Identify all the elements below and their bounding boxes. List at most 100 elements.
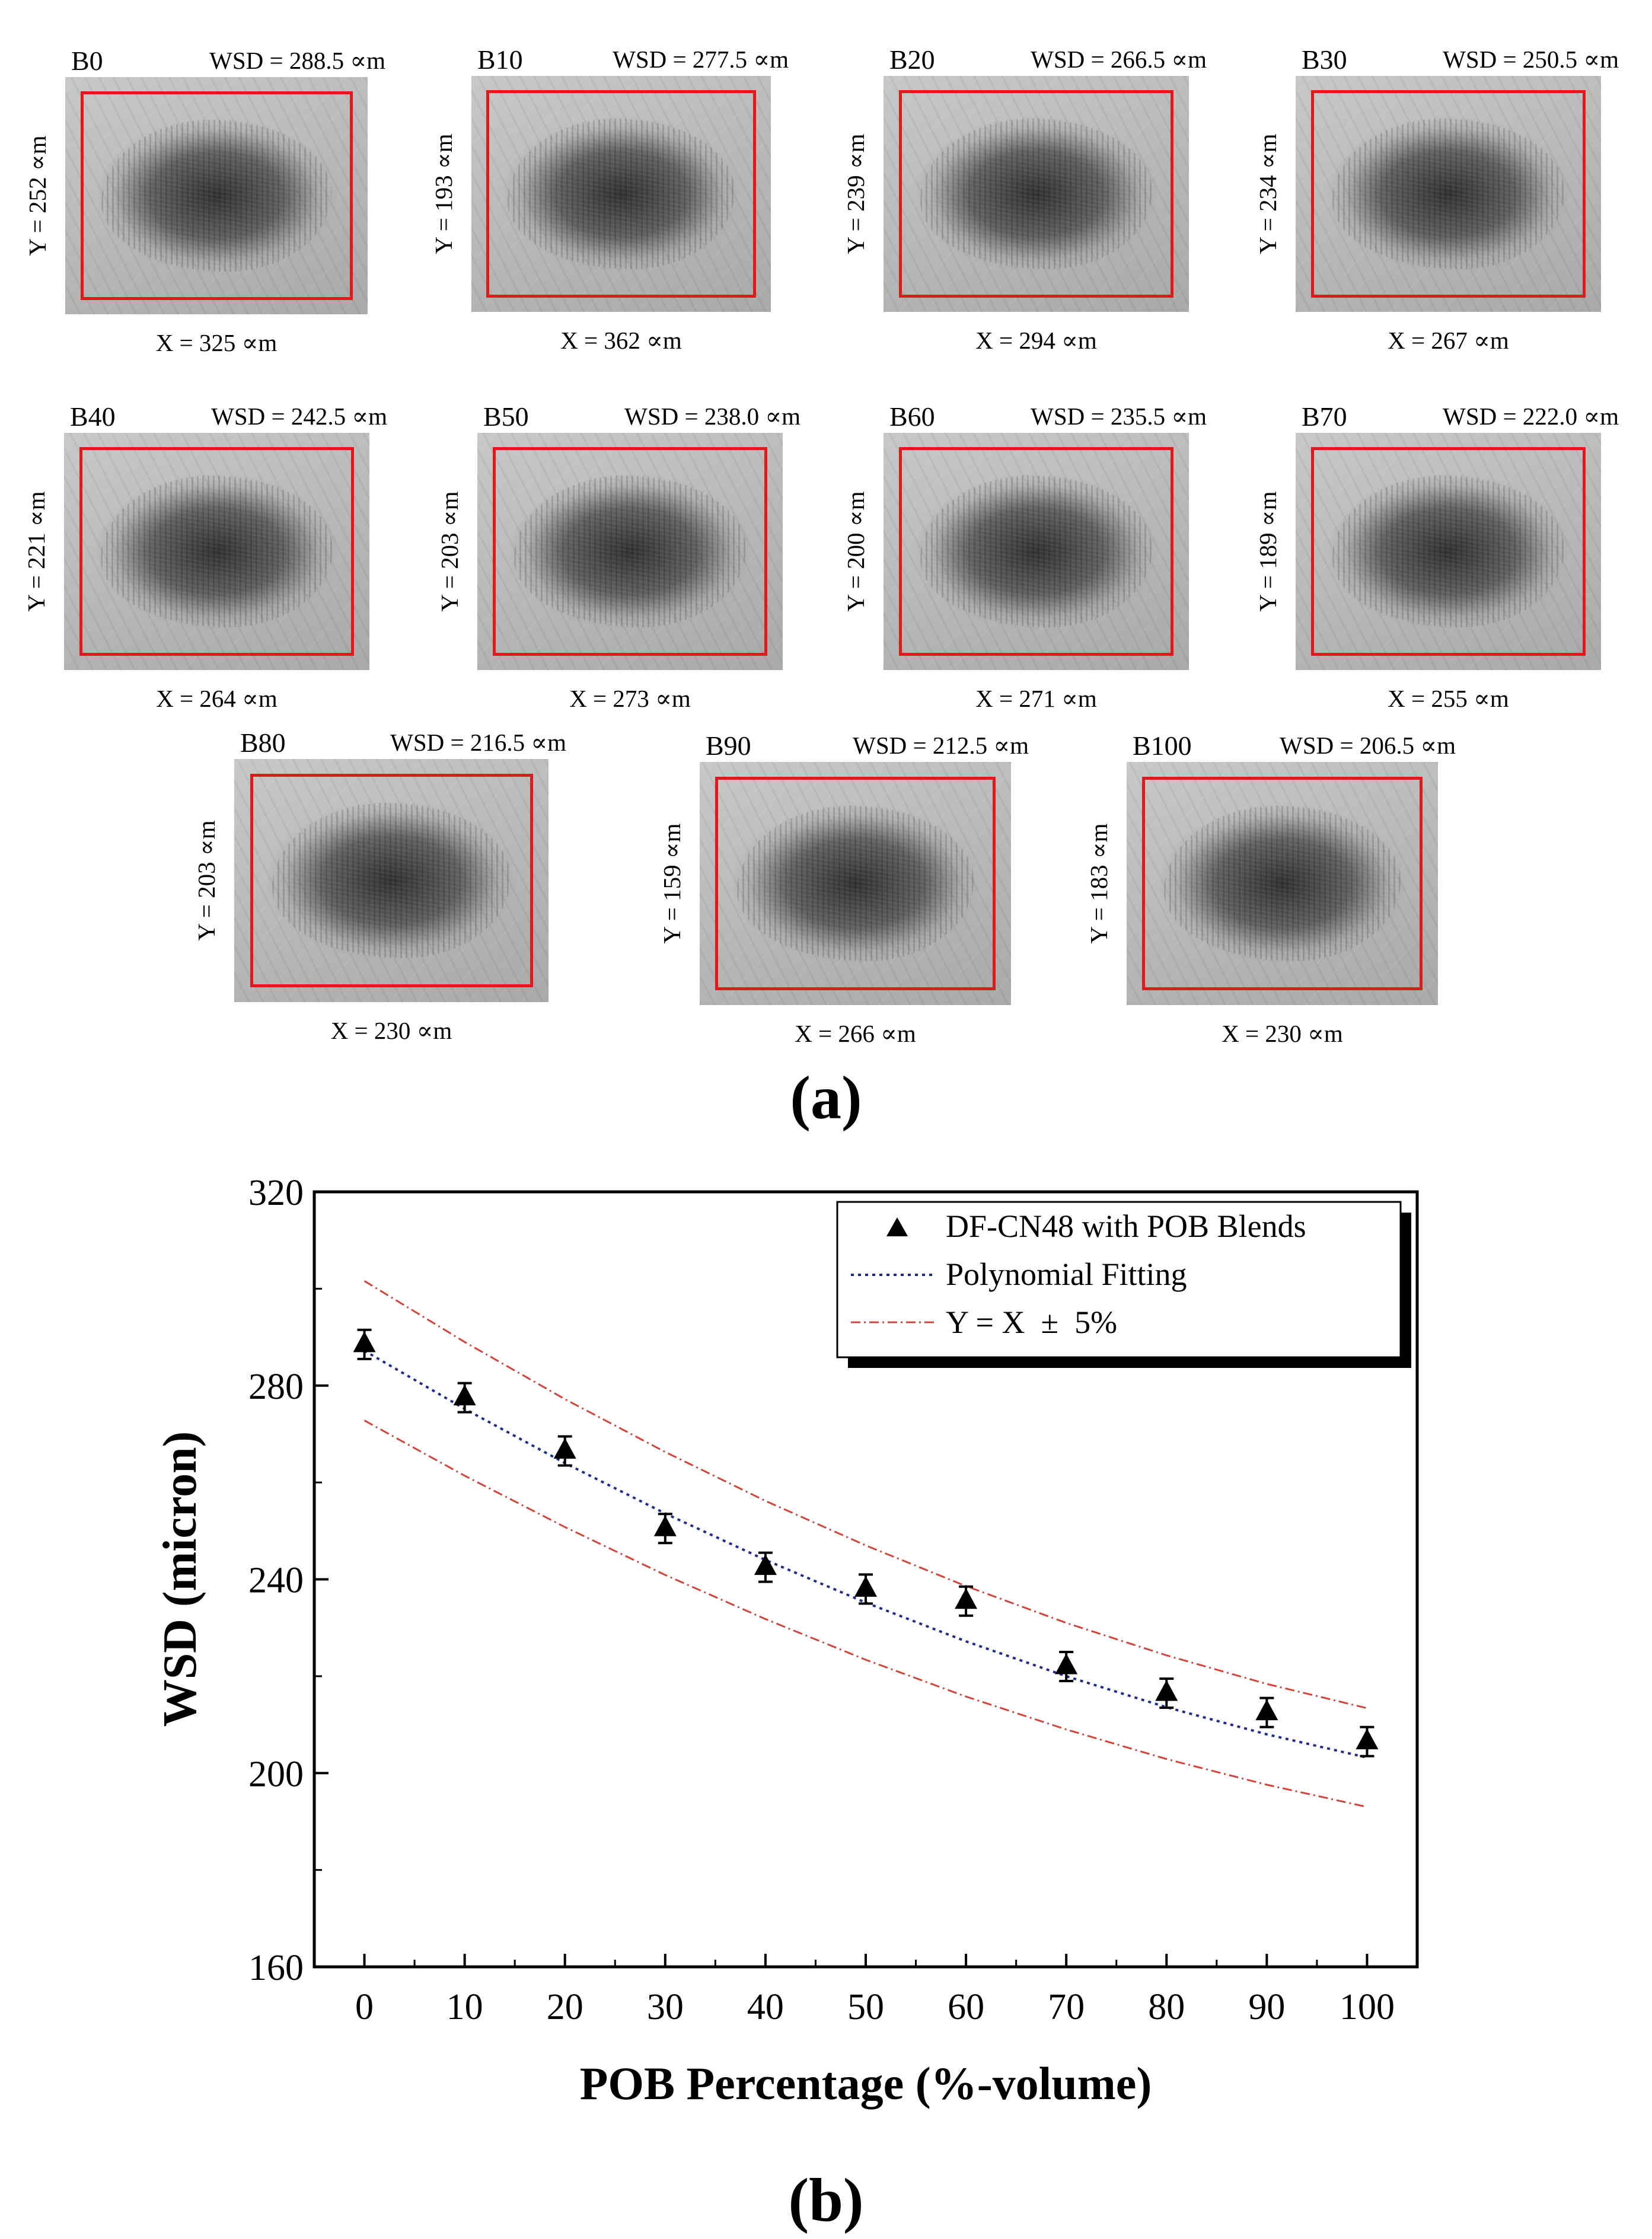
x-dimension: X = 271 ∝m xyxy=(975,685,1097,712)
micrograph-b20: B20 WSD = 266.5 ∝m X = 294 ∝m Y = 239 ∝m xyxy=(830,34,1213,353)
x-dimension: X = 264 ∝m xyxy=(156,685,278,712)
micrograph-b70: B70 WSD = 222.0 ∝m X = 255 ∝m Y = 189 ∝m xyxy=(1242,391,1625,712)
wear-scar-texture xyxy=(1164,805,1401,962)
y-dimension: Y = 159 ∝m xyxy=(658,823,685,944)
wear-scar-texture xyxy=(1332,476,1565,627)
measurement-box xyxy=(898,90,1174,298)
micrograph-b10: B10 WSD = 277.5 ∝m X = 362 ∝m Y = 193 ∝m xyxy=(418,34,795,353)
polynomial-fit xyxy=(363,1350,1367,1759)
x-tick-label: 10 xyxy=(447,1987,483,2027)
wear-scar-image xyxy=(64,433,369,670)
wear-scar-texture xyxy=(100,476,333,627)
measurement-box xyxy=(1310,90,1586,298)
wear-scar-image xyxy=(1296,76,1601,312)
sample-label: B80 xyxy=(240,728,286,758)
micrograph-b0: B0 WSD = 288.5 ∝m X = 325 ∝m Y = 252 ∝m xyxy=(12,36,391,356)
data-point-triangle xyxy=(754,1554,777,1575)
wsd-chart: 0 10 20 30 40 50 60 70 80 90 100 160 200 240 280 320 DF… xyxy=(154,1173,1419,2234)
wear-scar-texture xyxy=(1332,118,1565,270)
measurement-box xyxy=(486,90,756,298)
y-dimension: Y = 203 ∝m xyxy=(436,491,463,612)
wear-scar-image xyxy=(1296,433,1601,670)
y-axis-label: WSD (micron) xyxy=(154,1431,206,1727)
micrograph-b40: B40 WSD = 242.5 ∝m X = 264 ∝m Y = 221 ∝m xyxy=(11,391,393,712)
measurement-box xyxy=(492,447,768,656)
wsd-value: WSD = 242.5 ∝m xyxy=(211,403,387,430)
wsd-value: WSD = 266.5 ∝m xyxy=(1031,46,1207,73)
y-dimension: Y = 200 ∝m xyxy=(842,491,869,612)
x-tick-label: 70 xyxy=(1048,1987,1085,2027)
wsd-value: WSD = 277.5 ∝m xyxy=(613,46,789,73)
data-point-triangle xyxy=(553,1438,576,1459)
wear-scar-image xyxy=(471,76,771,312)
x-dimension: X = 294 ∝m xyxy=(975,327,1097,354)
data-point-triangle xyxy=(1055,1653,1078,1675)
x-tick-label: 100 xyxy=(1340,1987,1395,2027)
tolerance-bands xyxy=(363,1280,1367,1808)
wear-scar-texture xyxy=(507,118,735,270)
sample-label: B0 xyxy=(71,46,103,76)
axis-ticks: 0 10 20 30 40 50 60 70 80 90 100 160 200 240 280 320 xyxy=(248,1173,1395,2027)
x-dimension: X = 267 ∝m xyxy=(1388,327,1509,354)
y-dimension: Y = 234 ∝m xyxy=(1254,133,1281,254)
panel-a: B0 WSD = 288.5 ∝m X = 325 ∝m Y = 252 ∝m B10 W… xyxy=(11,34,1625,1132)
wsd-value: WSD = 250.5 ∝m xyxy=(1443,46,1619,73)
x-dimension: X = 230 ∝m xyxy=(330,1017,452,1044)
x-dimension: X = 266 ∝m xyxy=(795,1020,916,1047)
fit-line xyxy=(363,1350,1367,1759)
sample-label: B100 xyxy=(1133,731,1192,761)
legend-marker-triangle xyxy=(886,1217,908,1236)
measurement-box xyxy=(250,773,533,988)
data-point-triangle xyxy=(955,1588,978,1609)
wsd-value: WSD = 238.0 ∝m xyxy=(624,403,801,430)
wear-scar-texture xyxy=(920,118,1153,270)
x-tick-label: 50 xyxy=(847,1987,884,2027)
sample-label: B90 xyxy=(706,731,751,761)
x-tick-label: 90 xyxy=(1248,1987,1285,2027)
sample-label: B30 xyxy=(1302,44,1347,75)
y-dimension: Y = 252 ∝m xyxy=(24,135,51,256)
wsd-value: WSD = 206.5 ∝m xyxy=(1280,732,1456,759)
wear-scar-texture xyxy=(737,805,974,962)
measurement-box xyxy=(1310,447,1586,656)
wear-scar-image xyxy=(477,433,783,670)
sample-label: B70 xyxy=(1302,401,1347,432)
y-tick-label: 320 xyxy=(248,1173,304,1213)
legend-label-data: DF-CN48 with POB Blends xyxy=(946,1208,1306,1244)
sample-label: B20 xyxy=(889,44,935,75)
legend-box xyxy=(836,1201,1402,1358)
measurement-box xyxy=(80,91,353,300)
wear-scar-texture xyxy=(101,120,331,272)
wear-scar-texture xyxy=(272,802,511,959)
x-dimension: X = 273 ∝m xyxy=(569,685,691,712)
upper-band-line xyxy=(363,1280,1367,1709)
y-tick-label: 160 xyxy=(248,1948,304,1988)
data-point-triangle xyxy=(1155,1680,1178,1701)
panel-a-caption: (a) xyxy=(790,1064,862,1132)
y-dimension: Y = 193 ∝m xyxy=(430,133,457,254)
wsd-value: WSD = 222.0 ∝m xyxy=(1443,403,1619,430)
data-point-triangle xyxy=(453,1385,476,1406)
sample-label: B40 xyxy=(70,401,116,432)
legend: DF-CN48 with POB Blends Polynomial Fitti… xyxy=(836,1201,1411,1368)
wear-scar-texture xyxy=(920,476,1153,627)
wsd-value: WSD = 235.5 ∝m xyxy=(1031,403,1207,430)
legend-label-fit: Polynomial Fitting xyxy=(946,1256,1187,1292)
data-points xyxy=(353,1328,1379,1758)
x-tick-label: 40 xyxy=(747,1987,784,2027)
x-tick-label: 60 xyxy=(948,1987,984,2027)
wsd-value: WSD = 288.5 ∝m xyxy=(209,47,385,74)
x-dimension: X = 325 ∝m xyxy=(155,329,278,356)
lower-band-line xyxy=(363,1420,1367,1808)
y-dimension: Y = 239 ∝m xyxy=(842,133,869,254)
micrograph-b90: B90 WSD = 212.5 ∝m X = 266 ∝m Y = 159 ∝m xyxy=(646,720,1035,1047)
sample-label: B60 xyxy=(889,401,935,432)
micrograph-b60: B60 WSD = 235.5 ∝m X = 271 ∝m Y = 200 ∝m xyxy=(830,391,1213,712)
x-dimension: X = 362 ∝m xyxy=(560,327,682,354)
data-point-triangle xyxy=(653,1515,677,1536)
x-tick-label: 80 xyxy=(1148,1987,1185,2027)
data-point-triangle xyxy=(1356,1728,1379,1750)
wear-scar-image xyxy=(65,77,368,314)
wear-scar-texture xyxy=(514,476,747,627)
wsd-value: WSD = 216.5 ∝m xyxy=(390,729,566,756)
